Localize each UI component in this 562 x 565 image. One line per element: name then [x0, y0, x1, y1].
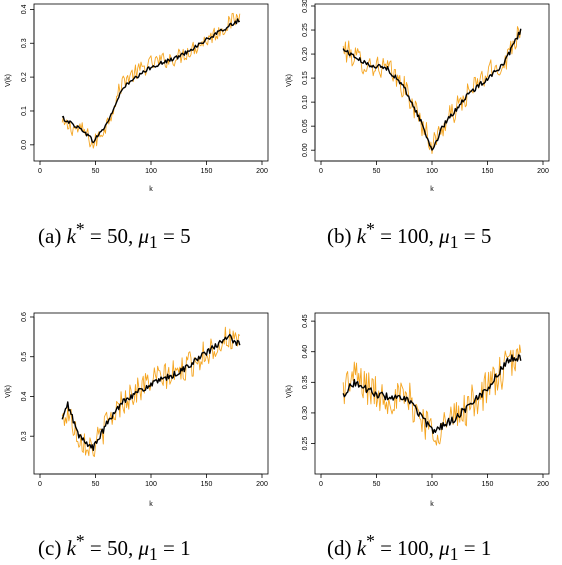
x-tick-label: 0	[319, 481, 323, 488]
y-axis-title: V(k)	[286, 74, 293, 87]
y-tick-label: 0.45	[302, 314, 309, 328]
series-line-noisy	[61, 12, 241, 149]
y-tick-label: 0.30	[302, 406, 309, 420]
series-line-noisy	[342, 26, 522, 155]
series-line-smooth	[61, 18, 241, 144]
chart-panel-c: 0 50 100 150 200 k 0.3 0.4 0.5 0.6 V(k)	[5, 312, 269, 508]
series-line-smooth	[342, 354, 522, 435]
y-tick-label: 0.30	[302, 0, 309, 13]
x-tick-label: 200	[537, 481, 549, 488]
caption-b: (b) k* = 100, μ1 = 5	[327, 219, 492, 253]
x-tick-label: 100	[145, 481, 157, 488]
x-tick-label: 0	[38, 481, 42, 488]
plot-frame	[314, 3, 550, 162]
series-line-smooth	[61, 333, 241, 452]
y-tick-label: 0.25	[302, 437, 309, 451]
y-tick-label: 0.40	[302, 345, 309, 359]
caption-b-k: 100	[397, 224, 429, 248]
x-tick-label: 150	[201, 481, 213, 488]
y-tick-label: 0.00	[302, 143, 309, 157]
x-tick-label: 100	[145, 168, 157, 175]
x-axis-title: k	[430, 501, 434, 508]
x-tick-label: 50	[373, 481, 381, 488]
y-tick-label: 0.4	[21, 391, 28, 401]
caption-c-mu: 1	[180, 536, 191, 560]
caption-c-label: (c)	[38, 536, 62, 560]
chart-panel-a: 0 50 100 150 200 k 0.0 0.1 0.2 0.3 0.4 V(k)	[5, 3, 269, 193]
y-tick-label: 0.6	[21, 312, 28, 322]
caption-a-k: 50	[106, 224, 128, 248]
x-tick-label: 50	[92, 168, 100, 175]
y-axis-title: V(k)	[5, 74, 12, 87]
x-tick-label: 150	[482, 481, 494, 488]
x-tick-label: 100	[426, 481, 438, 488]
plot-frame	[33, 3, 269, 162]
chart-panel-b: 0 50 100 150 200 k 0.00 0.05 0.10 0.15 0.20 0.25 0.3…	[286, 0, 550, 193]
y-tick-label: 0.2	[21, 72, 28, 82]
y-tick-label: 0.1	[21, 106, 28, 116]
x-tick-label: 50	[92, 481, 100, 488]
y-tick-label: 0.5	[21, 352, 28, 362]
y-tick-label: 0.3	[21, 431, 28, 441]
caption-a-mu: 5	[180, 224, 191, 248]
y-axis-title: V(k)	[286, 385, 293, 398]
plot-frame	[314, 312, 550, 475]
caption-d-k: 100	[397, 536, 429, 560]
x-tick-label: 0	[38, 168, 42, 175]
x-tick-label: 200	[256, 168, 268, 175]
y-tick-label: 0.15	[302, 71, 309, 85]
caption-b-mu: 5	[480, 224, 492, 248]
x-tick-label: 200	[537, 168, 549, 175]
caption-d: (d) k* = 100, μ1 = 1	[327, 531, 492, 565]
x-tick-label: 150	[482, 168, 494, 175]
x-tick-label: 50	[373, 168, 381, 175]
x-tick-label: 200	[256, 481, 268, 488]
y-tick-label: 0.3	[21, 38, 28, 48]
caption-b-label: (b)	[327, 224, 352, 248]
caption-c: (c) k* = 50, μ1 = 1	[38, 531, 191, 565]
x-axis-title: k	[149, 186, 153, 193]
caption-a-label: (a)	[38, 224, 62, 248]
y-tick-label: 0.0	[21, 140, 28, 150]
y-tick-label: 0.35	[302, 375, 309, 389]
series-line-smooth	[342, 28, 522, 151]
x-axis-title: k	[149, 501, 153, 508]
x-tick-label: 0	[319, 168, 323, 175]
caption-d-label: (d)	[327, 536, 352, 560]
y-tick-label: 0.05	[302, 119, 309, 133]
caption-c-k: 50	[106, 536, 128, 560]
y-tick-label: 0.25	[302, 23, 309, 37]
y-tick-label: 0.10	[302, 95, 309, 109]
y-tick-label: 0.4	[21, 4, 28, 14]
chart-panel-d: 0 50 100 150 200 k 0.25 0.30 0.35 0.40 0.45 V(k)	[286, 312, 550, 508]
y-axis-title: V(k)	[5, 385, 12, 398]
y-tick-label: 0.20	[302, 47, 309, 61]
x-tick-label: 100	[426, 168, 438, 175]
caption-d-mu: 1	[480, 536, 492, 560]
caption-a: (a) k* = 50, μ1 = 5	[38, 219, 191, 253]
x-tick-label: 150	[201, 168, 213, 175]
x-axis-title: k	[430, 186, 434, 193]
